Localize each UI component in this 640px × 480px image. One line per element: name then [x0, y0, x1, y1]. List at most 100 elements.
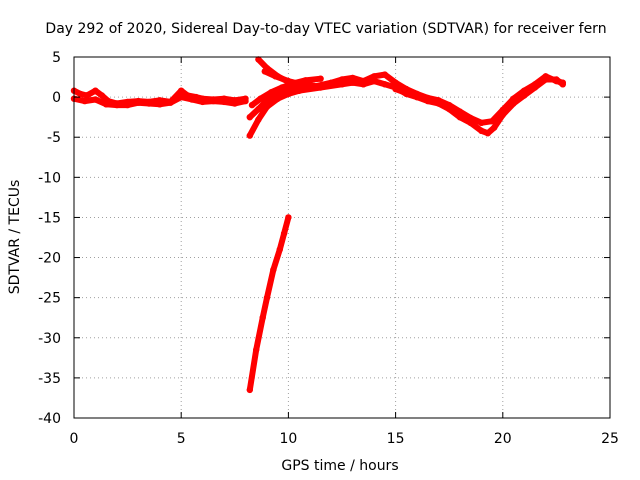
data-point: [278, 84, 286, 91]
y-tick-label: 0: [52, 90, 61, 106]
data-point: [298, 81, 305, 88]
x-tick-label: 20: [494, 431, 512, 447]
y-tick-label: -10: [38, 170, 61, 186]
data-point: [491, 124, 498, 131]
data-point: [371, 73, 378, 80]
data-point: [220, 98, 228, 106]
data-point: [456, 108, 464, 115]
y-tick-label: -35: [38, 371, 61, 387]
x-axis-label: GPS time / hours: [281, 458, 398, 474]
data-point: [210, 97, 217, 105]
data-point: [259, 314, 266, 321]
grid-lines: [74, 57, 610, 418]
x-axis-tick-labels: 0 5 10 15 20 25: [70, 431, 619, 447]
data-point: [156, 101, 163, 108]
y-axis-tick-labels: 5 0 -5 -10 -15 -20 -25 -30 -35 -40: [38, 50, 61, 427]
data-point: [413, 90, 421, 98]
data-point: [553, 77, 560, 85]
data-point: [103, 101, 110, 108]
data-point: [435, 97, 442, 104]
data-point: [268, 89, 275, 96]
data-point: [349, 79, 356, 86]
y-axis-label: SDTVAR / TECUs: [7, 180, 23, 295]
data-point: [135, 99, 142, 106]
data-point: [178, 87, 185, 94]
data-point: [478, 119, 485, 127]
data-point: [270, 266, 277, 273]
data-point: [521, 87, 528, 94]
data-point: [371, 77, 378, 85]
data-point: [92, 96, 99, 103]
data-point: [403, 85, 410, 93]
data-point: [113, 101, 121, 109]
y-tick-label: -15: [38, 210, 61, 226]
data-point: [242, 97, 249, 105]
data-point: [280, 230, 288, 237]
x-tick-label: 0: [70, 431, 79, 447]
data-series: [70, 56, 566, 394]
data-point: [381, 81, 389, 88]
y-tick-label: -20: [38, 251, 61, 267]
x-tick-label: 25: [601, 431, 619, 447]
data-point: [381, 71, 389, 78]
x-tick-label: 5: [177, 431, 186, 447]
data-point: [392, 81, 399, 88]
data-point: [257, 95, 264, 102]
data-point: [83, 92, 91, 99]
y-tick-label: -5: [47, 130, 61, 146]
data-point: [285, 77, 292, 85]
data-point: [467, 114, 474, 122]
data-point: [295, 87, 303, 94]
data-point: [167, 99, 174, 106]
plot-frame: [73, 56, 611, 419]
data-point: [272, 73, 279, 80]
chart-title: Day 292 of 2020, Sidereal Day-to-day VTE…: [45, 21, 606, 37]
data-point: [261, 68, 268, 75]
x-tick-label: 10: [279, 431, 297, 447]
axis-ticks: [73, 56, 611, 419]
data-point: [248, 101, 256, 109]
data-point: [263, 294, 271, 301]
data-point: [285, 214, 292, 221]
data-point: [246, 386, 253, 394]
data-point: [285, 89, 292, 96]
y-tick-label: -40: [38, 411, 61, 427]
data-point: [484, 130, 491, 137]
data-point: [559, 79, 566, 86]
data-point: [255, 105, 262, 113]
data-point: [246, 114, 253, 121]
data-point: [510, 95, 517, 102]
data-point: [317, 84, 324, 91]
data-point: [255, 116, 262, 123]
data-point: [446, 101, 453, 109]
data-point: [145, 100, 153, 107]
data-point: [255, 56, 262, 63]
data-point: [478, 127, 485, 134]
x-tick-label: 15: [387, 431, 405, 447]
data-point: [360, 81, 367, 88]
data-point: [124, 101, 131, 109]
data-point: [92, 87, 99, 94]
y-tick-label: -30: [38, 331, 61, 347]
data-point: [338, 81, 346, 88]
data-point: [188, 96, 196, 103]
data-point: [488, 118, 496, 125]
data-point: [81, 97, 88, 105]
data-point: [77, 90, 84, 98]
data-point: [349, 74, 356, 82]
y-tick-label: -25: [38, 291, 61, 307]
y-tick-label: 5: [52, 50, 61, 66]
data-point: [499, 106, 506, 114]
data-point: [246, 132, 253, 139]
data-point: [253, 346, 260, 353]
data-point: [424, 94, 431, 102]
data-point: [276, 246, 283, 253]
data-point: [199, 98, 206, 106]
data-point: [531, 81, 539, 88]
series-steep-descent: [246, 214, 292, 393]
data-point: [98, 92, 106, 99]
data-point: [542, 73, 549, 80]
data-point: [317, 75, 324, 82]
data-point: [231, 100, 238, 107]
